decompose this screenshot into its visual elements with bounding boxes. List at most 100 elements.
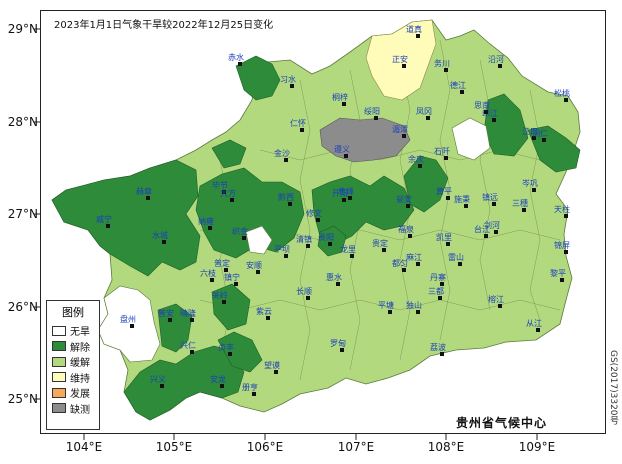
station-marker bbox=[162, 240, 166, 244]
station-label: 松桃 bbox=[554, 88, 570, 98]
map-frame bbox=[40, 10, 606, 434]
station-label: 纳雍 bbox=[198, 216, 214, 226]
station-marker bbox=[256, 270, 260, 274]
station-marker bbox=[106, 224, 110, 228]
map-legend: 图例 无旱 解除 缓解 维持 发展 缺测 bbox=[46, 300, 100, 430]
lat-label-27: 27°N bbox=[7, 207, 38, 221]
station-marker bbox=[536, 328, 540, 332]
station-label: 仁怀 bbox=[290, 118, 306, 128]
legend-item-lifted: 解除 bbox=[47, 339, 99, 355]
station-label: 毕节 bbox=[212, 180, 228, 190]
station-label: 龙里 bbox=[340, 244, 356, 254]
station-marker bbox=[306, 244, 310, 248]
station-marker bbox=[458, 262, 462, 266]
no-drought-regions bbox=[97, 117, 491, 363]
station-marker bbox=[402, 64, 406, 68]
lifted-region-chishui bbox=[235, 55, 281, 101]
legend-swatch-developing bbox=[52, 387, 66, 398]
legend-title: 图例 bbox=[62, 306, 84, 319]
lat-label-28: 28°N bbox=[7, 115, 38, 129]
station-marker bbox=[532, 188, 536, 192]
lon-label-107: 107°E bbox=[337, 440, 375, 454]
station-marker bbox=[266, 316, 270, 320]
lifted-region-south-west bbox=[123, 345, 245, 421]
station-marker bbox=[340, 348, 344, 352]
lifted-region-tongren bbox=[527, 125, 581, 173]
station-label: 遵义 bbox=[334, 144, 350, 154]
station-label: 锦屏 bbox=[554, 240, 570, 250]
credit-label: 贵州省气候中心 bbox=[456, 416, 548, 430]
station-label: 黄平 bbox=[436, 186, 452, 196]
station-label: 罗甸 bbox=[330, 338, 346, 348]
station-label: 印江 bbox=[482, 109, 498, 118]
station-label: 赫章 bbox=[136, 186, 152, 196]
station-marker bbox=[252, 392, 256, 396]
station-label: 凤冈 bbox=[416, 107, 432, 116]
station-label: 息烽 bbox=[338, 186, 354, 196]
station-marker bbox=[288, 202, 292, 206]
station-label: 安顺 bbox=[246, 260, 262, 270]
no-drought-region-south bbox=[245, 225, 273, 255]
station-label: 正安 bbox=[392, 54, 408, 64]
station-label: 雷山 bbox=[448, 252, 464, 262]
lifted-region-panzhou bbox=[157, 303, 193, 353]
lat-label-26: 26°N bbox=[7, 300, 38, 314]
station-marker bbox=[464, 204, 468, 208]
station-label: 盘州 bbox=[120, 314, 136, 324]
station-label: 平塘 bbox=[378, 300, 394, 310]
station-label: 江口 bbox=[522, 127, 538, 136]
legend-swatch-lifted bbox=[52, 341, 66, 352]
station-marker bbox=[418, 164, 422, 168]
station-label: 都匀 bbox=[392, 258, 408, 268]
legend-item-developing: 发展 bbox=[47, 385, 99, 401]
legend-item-maintained: 维持 bbox=[47, 370, 99, 386]
station-label: 黎平 bbox=[550, 268, 566, 278]
station-label: 思南 bbox=[474, 100, 490, 110]
station-label: 务川 bbox=[434, 58, 450, 68]
station-marker bbox=[416, 34, 420, 38]
station-marker bbox=[498, 304, 502, 308]
station-marker bbox=[242, 236, 246, 240]
station-marker bbox=[234, 282, 238, 286]
legend-label-relief: 缓解 bbox=[70, 358, 90, 370]
lon-label-109: 109°E bbox=[518, 440, 556, 454]
station-marker bbox=[460, 90, 464, 94]
station-marker bbox=[160, 384, 164, 388]
station-marker bbox=[446, 196, 450, 200]
lifted-region-shiqian bbox=[403, 155, 449, 213]
station-marker bbox=[402, 268, 406, 272]
station-label: 安龙 bbox=[210, 374, 226, 384]
station-marker bbox=[284, 254, 288, 258]
station-marker bbox=[222, 190, 226, 194]
station-marker bbox=[446, 242, 450, 246]
station-marker bbox=[444, 156, 448, 160]
station-marker bbox=[492, 202, 496, 206]
station-label: 余庆 bbox=[408, 154, 424, 164]
station-marker bbox=[306, 296, 310, 300]
lifted-region-jinsha bbox=[211, 139, 247, 169]
lat-label-25: 25°N bbox=[7, 392, 38, 406]
station-marker bbox=[564, 98, 568, 102]
station-marker bbox=[374, 116, 378, 120]
station-marker bbox=[210, 278, 214, 282]
station-label: 六枝 bbox=[200, 268, 216, 278]
legend-label-lifted: 解除 bbox=[70, 342, 90, 354]
station-marker bbox=[130, 324, 134, 328]
station-label: 丹寨 bbox=[430, 272, 446, 282]
station-marker bbox=[564, 214, 568, 218]
station-label: 开阳 bbox=[332, 189, 348, 198]
station-label: 紫云 bbox=[256, 307, 272, 316]
station-marker bbox=[522, 208, 526, 212]
station-marker bbox=[290, 84, 294, 88]
station-label: 关岭 bbox=[212, 290, 228, 300]
station-label: 道真 bbox=[406, 24, 422, 34]
station-label: 凯里 bbox=[436, 232, 452, 242]
station-label: 三都 bbox=[428, 287, 444, 296]
station-marker bbox=[498, 64, 502, 68]
station-marker bbox=[224, 268, 228, 272]
lon-label-104: 104°E bbox=[65, 440, 103, 454]
map-approval-code: GS(2017)3320号 bbox=[608, 350, 618, 425]
